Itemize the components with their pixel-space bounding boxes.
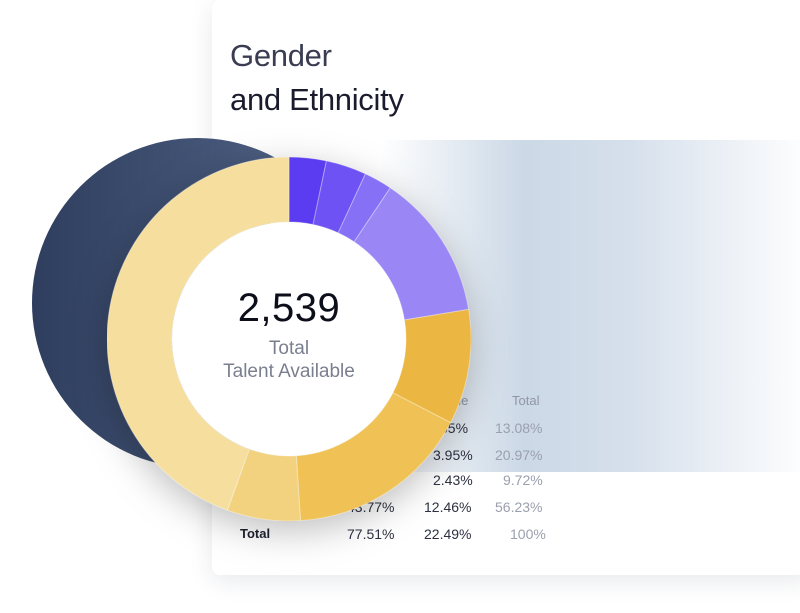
row5-total: 100% [510, 526, 546, 542]
total-label: Total [268, 338, 310, 359]
total-talent-count: 2,539 [237, 286, 341, 330]
row3-total: 9.72% [503, 472, 543, 488]
row4-male: 12.46% [424, 499, 472, 515]
card-title-line1: Gender [230, 38, 332, 73]
row5-label: Total [240, 526, 271, 541]
card-title: Gender and Ethnicity [230, 34, 404, 122]
row2-total: 20.97% [495, 447, 543, 463]
card-title-line2: and Ethnicity [230, 82, 404, 117]
donut-hole [172, 222, 406, 456]
row2-male: 3.95% [433, 447, 473, 463]
donut-chart [107, 157, 471, 521]
header-total: Total [512, 393, 540, 408]
row5-female: 77.51% [347, 526, 395, 542]
row1-total: 13.08% [495, 420, 543, 436]
row3-male: 2.43% [433, 472, 473, 488]
donut-center-summary: 2,539 Total Talent Available [189, 285, 389, 383]
row5-male: 22.49% [424, 526, 472, 542]
row4-total: 56.23% [495, 499, 543, 515]
donut-chart-svg [107, 157, 471, 521]
talent-available-label: Talent Available [223, 361, 355, 382]
